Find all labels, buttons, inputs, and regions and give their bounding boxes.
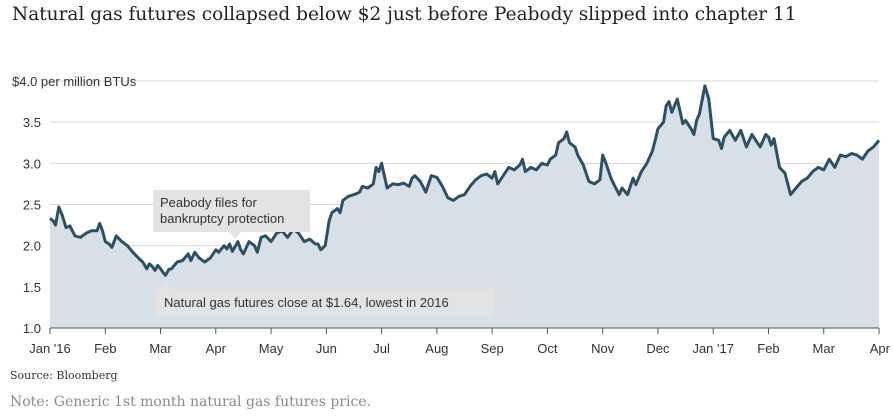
x-tick-label: Jun [316,341,337,356]
x-tick-label: Mar [149,341,172,356]
x-axis: Jan '16 Feb Mar Apr May Jun Jul Aug Sep Oct Nov Dec… [29,328,891,356]
x-tick-label: Aug [425,341,448,356]
y-tick-label: 3.5 [23,115,41,130]
source-credit: Source: Bloomberg [10,369,118,382]
x-tick-label: Jan '16 [29,341,71,356]
annotation-low-pointer [159,282,172,289]
y-tick-label: 1.5 [23,280,41,295]
y-axis-label: $4.0 per million BTUs [12,74,137,89]
y-tick-label: 2.0 [23,239,41,254]
annotation-low: Natural gas futures close at $1.64, lowe… [156,282,494,316]
price-area-fill [50,85,879,329]
chart-title: Natural gas futures collapsed below $2 j… [12,4,797,25]
x-tick-label: Jul [373,341,390,356]
annotation-bankruptcy-line2: bankruptcy protection [160,211,284,226]
annotation-low-box [156,289,494,316]
x-tick-label: Jan '17 [692,341,734,356]
annotation-bankruptcy: Peabody files for bankruptcy protection [153,190,310,239]
annotation-bankruptcy-pointer [229,232,242,239]
x-tick-label: Feb [757,341,779,356]
y-tick-label: 1.0 [23,321,41,336]
x-tick-label: Nov [591,341,615,356]
x-tick-label: May [259,341,284,356]
x-tick-label: Mar [813,341,836,356]
x-tick-label: Apr [206,341,227,356]
y-tick-label: 2.5 [23,198,41,213]
x-tick-label: Feb [94,341,116,356]
annotation-bankruptcy-box [153,190,310,232]
y-axis: 1.0 1.5 2.0 2.5 3.0 3.5 [23,115,41,336]
y-tick-label: 3.0 [23,156,41,171]
x-tick-label: Dec [646,341,670,356]
chart-note: Note: Generic 1st month natural gas futu… [10,394,372,410]
price-series-line [49,84,881,277]
natural-gas-chart: Jan '16 Feb Mar Apr May Jun Jul Aug Sep Oct Nov Dec… [12,74,891,356]
annotation-bankruptcy-line1: Peabody files for [160,195,258,210]
x-tick-label: Sep [481,341,504,356]
x-tick-label: Apr [870,341,891,356]
x-tick-label: Oct [537,341,558,356]
annotation-low-text: Natural gas futures close at $1.64, lowe… [164,295,449,310]
